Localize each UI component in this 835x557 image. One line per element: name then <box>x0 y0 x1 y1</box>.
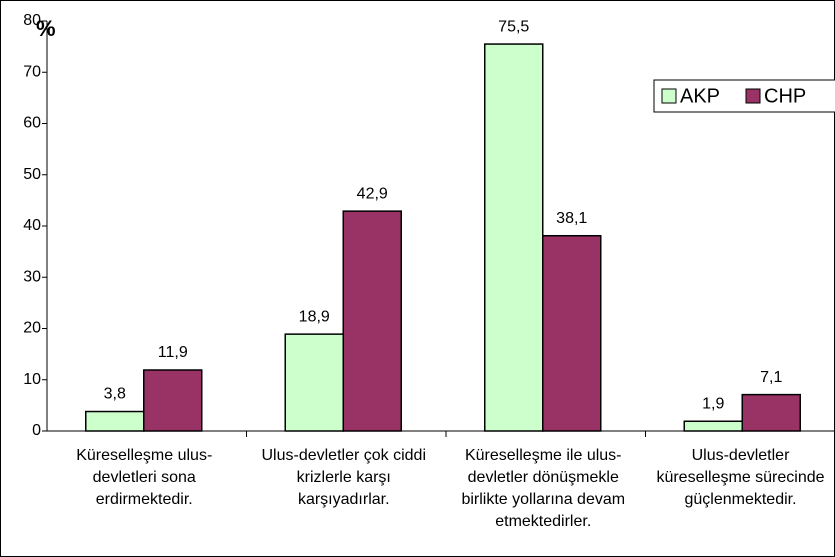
value-label: 38,1 <box>556 210 587 227</box>
bar <box>484 43 544 432</box>
legend-swatch <box>661 88 677 104</box>
bar <box>143 369 203 432</box>
legend-box <box>653 79 835 113</box>
x-tick-label: Ulus-devletler çok ciddi krizlerle karşı… <box>261 447 426 508</box>
bar <box>741 393 801 432</box>
y-tick-label: 10 <box>23 371 41 388</box>
bar <box>683 420 743 432</box>
y-tick-label: 80 <box>23 12 41 29</box>
bar <box>542 234 602 432</box>
y-axis-label: % <box>36 16 56 41</box>
value-label: 1,9 <box>702 395 724 412</box>
bar <box>284 333 344 432</box>
legend-swatch <box>745 88 761 104</box>
legend-label: CHP <box>764 85 806 107</box>
x-tick-label: Küreselleşme ulus-devletleri sona erdirm… <box>76 447 213 508</box>
y-tick-label: 40 <box>23 217 41 234</box>
y-tick-label: 20 <box>23 320 41 337</box>
y-tick-label: 60 <box>23 115 41 132</box>
value-label: 7,1 <box>760 369 782 386</box>
y-tick-label: 70 <box>23 63 41 80</box>
value-label: 18,9 <box>299 308 330 325</box>
x-tick-label: Küreselleşme ile ulus-devletler dönüşmek… <box>461 447 626 530</box>
bar <box>342 210 402 432</box>
x-tick-label: Ulus-devletler küreselleşme sürecinde gü… <box>656 447 825 508</box>
value-label: 75,5 <box>498 18 529 35</box>
bar <box>85 410 145 432</box>
y-tick-label: 0 <box>32 422 41 439</box>
value-label: 3,8 <box>104 386 126 403</box>
y-tick-label: 50 <box>23 166 41 183</box>
value-label: 11,9 <box>158 344 188 361</box>
y-tick-label: 30 <box>23 268 41 285</box>
value-label: 42,9 <box>357 185 388 202</box>
legend-label: AKP <box>680 85 720 107</box>
